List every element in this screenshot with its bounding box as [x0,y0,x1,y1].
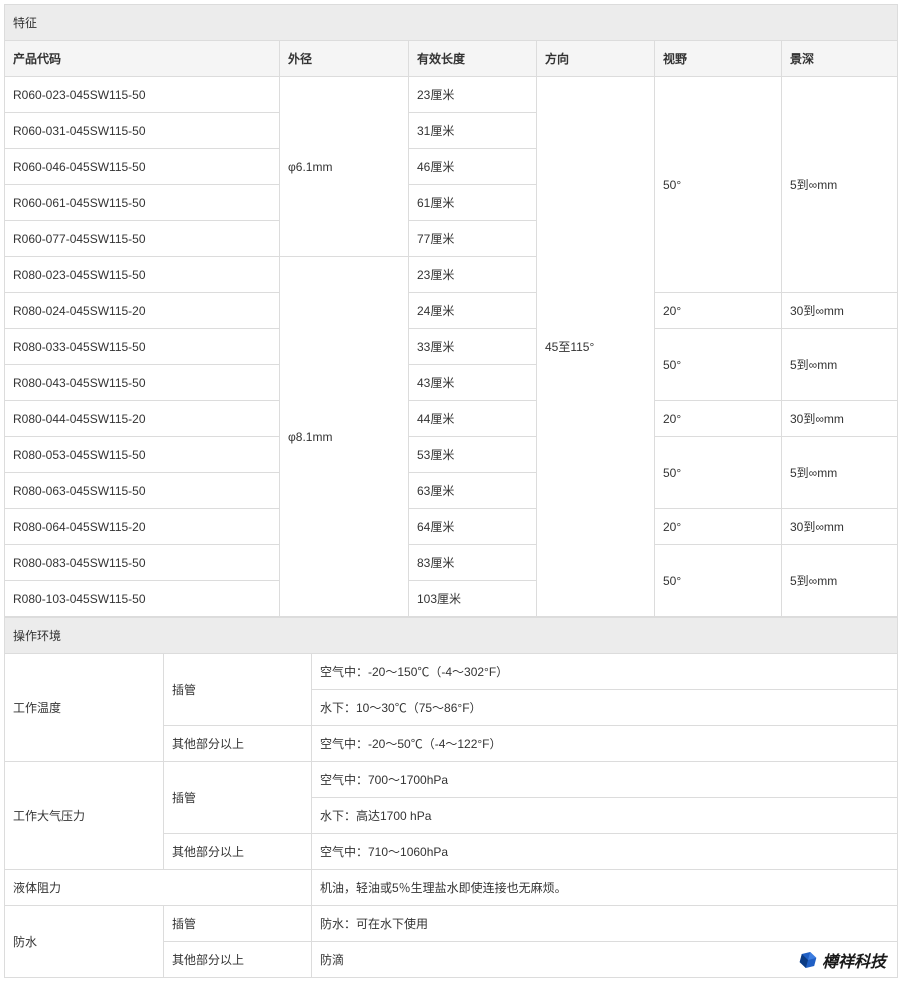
table-row: R080-033-045SW115-50 33厘米 50° 5到∞mm [5,329,898,365]
cell-len: 24厘米 [409,293,537,329]
cell-dof: 5到∞mm [782,329,898,401]
cell-code: R080-024-045SW115-20 [5,293,280,329]
cell-len: 64厘米 [409,509,537,545]
cell-other: 其他部分以上 [164,726,312,762]
table-row: R080-083-045SW115-50 83厘米 50° 5到∞mm [5,545,898,581]
cell-other: 其他部分以上 [164,942,312,978]
brand-logo: 樽祥科技 [798,948,886,972]
cell-code: R080-043-045SW115-50 [5,365,280,401]
cell-len: 43厘米 [409,365,537,401]
cell-code: R060-077-045SW115-50 [5,221,280,257]
col-length: 有效长度 [409,41,537,77]
cell-val: 空气中：710〜1060hPa [312,834,898,870]
cell-code: R080-033-045SW115-50 [5,329,280,365]
table-row: 工作大气压力 插管 空气中：700〜1700hPa [5,762,898,798]
cell-len: 77厘米 [409,221,537,257]
environment-table: 操作环境 工作温度 插管 空气中：-20〜150℃（-4〜302°F） 水下：1… [4,617,898,978]
cell-temp-label: 工作温度 [5,654,164,762]
cell-pressure-label: 工作大气压力 [5,762,164,870]
features-section-header: 特征 [5,5,898,41]
cell-code: R060-061-045SW115-50 [5,185,280,221]
col-fov: 视野 [655,41,782,77]
cell-fov: 20° [655,509,782,545]
cell-code: R080-053-045SW115-50 [5,437,280,473]
cell-liquid-label: 液体阻力 [5,870,312,906]
table-row: R080-044-045SW115-20 44厘米 20° 30到∞mm [5,401,898,437]
cell-len: 63厘米 [409,473,537,509]
cell-insert: 插管 [164,906,312,942]
col-dof: 景深 [782,41,898,77]
cell-fov: 20° [655,401,782,437]
col-od: 外径 [280,41,409,77]
cell-len: 61厘米 [409,185,537,221]
cell-val: 水下：10〜30℃（75〜86°F） [312,690,898,726]
cell-water-label: 防水 [5,906,164,978]
col-code: 产品代码 [5,41,280,77]
cell-len: 53厘米 [409,437,537,473]
cell-len: 83厘米 [409,545,537,581]
features-table: 特征 产品代码 外径 有效长度 方向 视野 景深 R060-023-045SW1… [4,4,898,617]
cell-code: R060-031-045SW115-50 [5,113,280,149]
cell-other: 其他部分以上 [164,834,312,870]
cell-len: 44厘米 [409,401,537,437]
cube-icon [796,948,820,972]
table-row: R080-064-045SW115-20 64厘米 20° 30到∞mm [5,509,898,545]
cell-val: 空气中：700〜1700hPa [312,762,898,798]
cell-code: R080-063-045SW115-50 [5,473,280,509]
cell-fov: 50° [655,437,782,509]
cell-fov: 50° [655,545,782,617]
table-row: 防水 插管 防水：可在水下使用 [5,906,898,942]
cell-len: 46厘米 [409,149,537,185]
cell-od: φ6.1mm [280,77,409,257]
cell-insert: 插管 [164,654,312,726]
cell-fov: 50° [655,77,782,293]
cell-code: R080-083-045SW115-50 [5,545,280,581]
table-row: R060-023-045SW115-50 φ6.1mm 23厘米 45至115°… [5,77,898,113]
cell-code: R060-023-045SW115-50 [5,77,280,113]
cell-val: 水下：高达1700 hPa [312,798,898,834]
table-row: 工作温度 插管 空气中：-20〜150℃（-4〜302°F） [5,654,898,690]
cell-dof: 5到∞mm [782,77,898,293]
cell-len: 33厘米 [409,329,537,365]
cell-dof: 30到∞mm [782,293,898,329]
cell-od: φ8.1mm [280,257,409,617]
cell-len: 23厘米 [409,77,537,113]
cell-direction: 45至115° [537,77,655,617]
cell-code: R080-044-045SW115-20 [5,401,280,437]
cell-val: 空气中：-20〜150℃（-4〜302°F） [312,654,898,690]
env-section-header: 操作环境 [5,618,898,654]
cell-insert: 插管 [164,762,312,834]
logo-text: 樽祥科技 [822,948,886,972]
cell-fov: 50° [655,329,782,401]
cell-len: 31厘米 [409,113,537,149]
cell-len: 103厘米 [409,581,537,617]
cell-dof: 5到∞mm [782,437,898,509]
cell-val: 机油，轻油或5％生理盐水即使连接也无麻烦。 [312,870,898,906]
cell-val: 空气中：-20〜50℃（-4〜122°F） [312,726,898,762]
table-row: R080-024-045SW115-20 24厘米 20° 30到∞mm [5,293,898,329]
col-direction: 方向 [537,41,655,77]
cell-code: R080-023-045SW115-50 [5,257,280,293]
cell-dof: 30到∞mm [782,401,898,437]
cell-len: 23厘米 [409,257,537,293]
cell-val: 防水：可在水下使用 [312,906,898,942]
cell-code: R080-103-045SW115-50 [5,581,280,617]
table-row: R080-053-045SW115-50 53厘米 50° 5到∞mm [5,437,898,473]
cell-dof: 30到∞mm [782,509,898,545]
table-row: 液体阻力 机油，轻油或5％生理盐水即使连接也无麻烦。 [5,870,898,906]
cell-dof: 5到∞mm [782,545,898,617]
cell-code: R060-046-045SW115-50 [5,149,280,185]
cell-code: R080-064-045SW115-20 [5,509,280,545]
cell-fov: 20° [655,293,782,329]
